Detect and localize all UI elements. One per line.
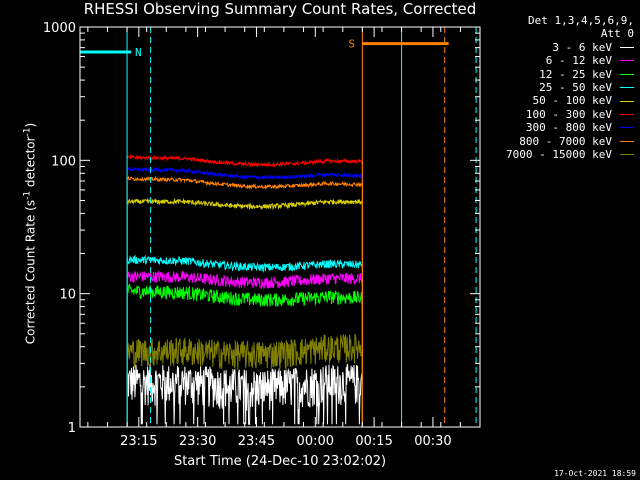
y-tick-label: 100 [51,154,76,169]
legend-swatch [620,73,634,75]
legend-header-attenuator: Att 0 [600,27,634,41]
legend-swatch [620,140,634,142]
legend-swatch [620,127,634,129]
legend-entry: 50 - 100 keV [484,94,634,107]
legend: Det 1,3,4,5,6,9, Att 0 3 - 6 keV 6 - 12 … [484,14,634,161]
legend-swatch [620,113,634,115]
x-tick-label: 00:30 [414,434,451,449]
timestamp-footer: 17-Oct-2021 18:59 [554,469,636,478]
legend-header-detectors: Det 1,3,4,5,6,9, [528,14,634,27]
x-tick-label: 00:00 [297,434,334,449]
legend-entry: 6 - 12 keV [484,54,634,67]
flag-label-1: S [348,38,355,51]
legend-entry: 100 - 300 keV [484,108,634,121]
y-tick-label: 10 [59,288,76,303]
series-line-8 [126,333,363,427]
y-axis-label: Corrected Count Rate (s-1 detector-1) [22,122,38,345]
y-tick-label: 1000 [43,21,76,36]
legend-entry: 300 - 800 keV [484,121,634,134]
legend-entry: 7000 - 15000 keV [484,148,634,161]
x-tick-label: 23:15 [120,434,157,449]
chart-title: RHESSI Observing Summary Count Rates, Co… [83,0,477,18]
series-line-4 [126,197,363,427]
series-line-5 [126,154,363,427]
legend-swatch [620,47,634,48]
series-line-2 [126,282,363,427]
legend-swatch [620,100,634,102]
legend-entry: 3 - 6 keV [484,41,634,54]
x-tick-label: 23:30 [179,434,216,449]
flag-label-0: N [135,46,142,59]
plot-frame [79,26,481,428]
series-line-3 [126,254,363,427]
x-tick-label: 00:15 [355,434,392,449]
y-tick-label: 1 [68,421,76,436]
series-line-1 [126,270,363,427]
legend-swatch [620,60,634,62]
legend-swatch [620,87,634,89]
x-axis-label: Start Time (24-Dec-10 23:02:02) [173,454,387,469]
legend-entry: 12 - 25 keV [484,68,634,81]
legend-swatch [620,154,634,156]
legend-entry: 25 - 50 keV [484,81,634,94]
series-line-6 [126,165,363,427]
x-tick-label: 23:45 [238,434,275,449]
series-line-7 [126,175,363,427]
legend-entry: 800 - 7000 keV [484,135,634,148]
series-line-0 [126,363,363,427]
